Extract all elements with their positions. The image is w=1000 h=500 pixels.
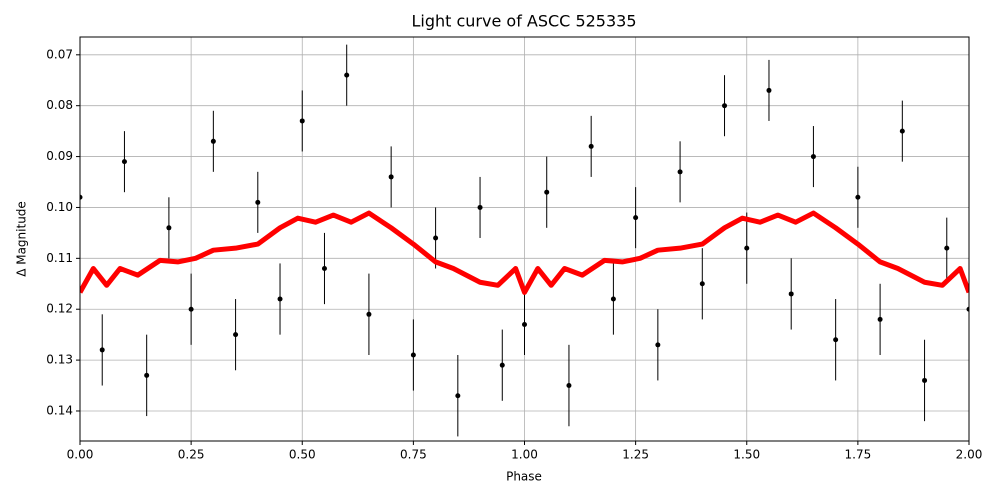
data-point [877, 316, 883, 322]
data-point [588, 143, 594, 149]
data-point [788, 291, 794, 297]
data-point [610, 296, 616, 302]
data-point [455, 393, 461, 399]
data-point [722, 103, 728, 109]
y-axis-label: Δ Magnitude [15, 201, 29, 277]
data-point [321, 266, 327, 272]
data-point [121, 159, 127, 165]
data-point [477, 204, 483, 210]
data-point [522, 321, 527, 327]
x-tick-label: 1.75 [845, 448, 872, 462]
plot-frame [79, 36, 970, 442]
data-point [388, 174, 394, 180]
data-point [255, 199, 261, 205]
y-tick-label: 0.10 [46, 200, 73, 214]
y-tick-label: 0.09 [46, 149, 73, 163]
data-point [766, 87, 772, 93]
x-tick-label: 1.50 [733, 448, 760, 462]
data-point [233, 332, 239, 338]
chart-title: Light curve of ASCC 525335 [411, 12, 636, 31]
data-point [433, 235, 439, 241]
data-point [899, 128, 905, 134]
x-tick-label: 2.00 [956, 448, 983, 462]
data-point [655, 342, 661, 348]
data-point [188, 306, 194, 312]
data-point [677, 169, 683, 175]
y-tick-label: 0.07 [46, 47, 73, 61]
data-point [922, 377, 928, 383]
data-point [855, 194, 861, 200]
y-tick-label: 0.11 [46, 251, 73, 265]
y-tick-label: 0.13 [46, 353, 73, 367]
data-point [166, 225, 172, 231]
data-point [744, 245, 750, 251]
x-tick-label: 0.25 [178, 448, 205, 462]
data-point [566, 383, 572, 389]
y-tick-label: 0.14 [46, 403, 73, 417]
data-point [633, 215, 639, 221]
data-point [944, 245, 950, 251]
x-axis-label: Phase [506, 470, 542, 484]
x-tick-label: 1.00 [511, 448, 538, 462]
data-point [366, 311, 372, 317]
data-point [410, 352, 416, 358]
data-point [144, 372, 150, 378]
x-tick-label: 0.00 [67, 448, 94, 462]
data-point [499, 362, 505, 368]
x-tick-label: 0.75 [400, 448, 427, 462]
x-tick-label: 0.50 [289, 448, 316, 462]
data-point [99, 347, 105, 353]
data-point [544, 189, 550, 195]
data-point [966, 306, 969, 312]
data-point [80, 194, 83, 200]
y-tick-label: 0.08 [46, 98, 73, 112]
data-point [810, 154, 816, 160]
data-point [833, 337, 839, 343]
smoothed-curve [80, 210, 969, 295]
data-point [299, 118, 305, 124]
y-tick-label: 0.12 [46, 302, 73, 316]
data-point [699, 281, 705, 287]
data-point [344, 72, 350, 78]
data-point [210, 138, 216, 144]
x-tick-label: 1.25 [622, 448, 649, 462]
data-point [277, 296, 283, 302]
